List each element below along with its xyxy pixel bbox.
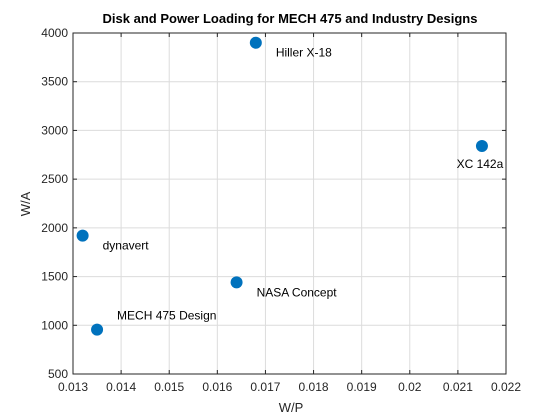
x-tick-label: 0.014 [106, 380, 136, 394]
y-tick-label: 2000 [41, 221, 68, 235]
y-tick-label: 1500 [41, 270, 68, 284]
x-tick-label: 0.015 [154, 380, 184, 394]
x-tick-label: 0.021 [443, 380, 473, 394]
axis-ticks: 0.013 0.014 0.015 0.016 0.017 0.018 0.019 0.02 0… [41, 26, 521, 394]
data-point-label: XC 142a [457, 157, 504, 171]
data-point-label: dynavert [103, 239, 150, 253]
data-point-label: NASA Concept [257, 285, 338, 299]
y-tick-label: 1000 [41, 318, 68, 332]
x-tick-label: 0.02 [398, 380, 422, 394]
y-tick-label: 4000 [41, 26, 68, 40]
x-tick-label: 0.019 [347, 380, 377, 394]
x-tick-label: 0.016 [202, 380, 232, 394]
data-point [91, 323, 104, 336]
y-tick-label: 2500 [41, 172, 68, 186]
data-point [249, 36, 262, 49]
data-point [475, 140, 488, 153]
chart-title: Disk and Power Loading for MECH 475 and … [103, 11, 478, 26]
x-tick-label: 0.013 [58, 380, 88, 394]
data-point [230, 276, 243, 289]
x-axis-label: W/P [279, 400, 304, 415]
data-point [76, 229, 89, 242]
y-axis-label: W/A [18, 191, 33, 216]
x-tick-label: 0.018 [299, 380, 329, 394]
x-tick-label: 0.022 [491, 380, 521, 394]
data-point-label: MECH 475 Design [117, 309, 216, 323]
y-tick-label: 500 [48, 367, 68, 381]
grid [72, 32, 507, 375]
x-tick-label: 0.017 [250, 380, 280, 394]
data-point-label: Hiller X-18 [276, 46, 332, 60]
plot-frame [72, 32, 507, 375]
y-tick-label: 3500 [41, 75, 68, 89]
y-tick-label: 3000 [41, 123, 68, 137]
data-points: Hiller X-18 XC 142a dynavert NASA Concept ME… [76, 36, 504, 336]
